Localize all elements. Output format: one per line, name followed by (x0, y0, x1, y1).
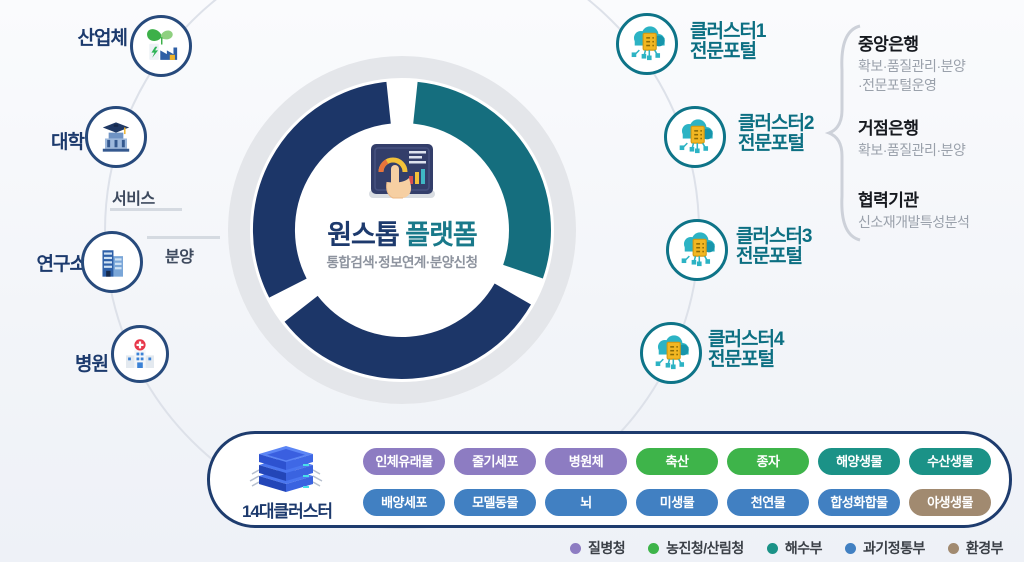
cluster-pill: 해양생물 (818, 448, 900, 475)
cluster1-node (616, 13, 678, 75)
cluster3-line2: 전문포털 (736, 246, 803, 267)
partner-desc: ·전문포털운영 (858, 77, 937, 93)
legend-item: 해수부 (766, 538, 823, 558)
brace-icon (824, 24, 861, 242)
ring-segment-left-navy (253, 81, 392, 298)
hospital-icon (126, 339, 154, 368)
cluster3-node (666, 219, 728, 281)
platform-title-secondary: 플랫폼 (405, 220, 478, 250)
platform-subtitle: 통합검색·정보연계·분양신청 (326, 255, 478, 270)
legend-item: 환경부 (947, 538, 1004, 558)
legend-label: 환경부 (965, 540, 1004, 556)
flow-label-allocation: 분양 (165, 249, 194, 266)
legend-dot-icon (570, 542, 581, 554)
legend-item: 농진청/산림청 (648, 538, 744, 558)
cluster-pill: 인체유래물 (363, 448, 445, 475)
cluster-pill: 합성화합물 (818, 489, 900, 516)
ring-segment-teal (412, 81, 551, 279)
legend-dot-icon (947, 542, 959, 554)
legend-dot-icon (766, 542, 778, 554)
cloud-server-icon (655, 335, 689, 370)
cluster-pill: 종자 (727, 448, 809, 475)
university-node (85, 106, 147, 168)
ring-segment-bottom-navy (284, 283, 531, 379)
cluster-panel-title: 14대클러스터 (241, 502, 333, 521)
partner-desc: 확보·품질관리·분양 (858, 142, 966, 158)
legend-label: 질병청 (588, 540, 626, 556)
cluster-pill: 뇌 (545, 489, 627, 516)
cluster2-node (664, 106, 726, 168)
flow-line-allocation (147, 236, 220, 239)
research-institute-icon (102, 250, 123, 277)
legend-item: 과기정통부 (844, 538, 925, 558)
cluster2-line2: 전문포털 (738, 133, 805, 154)
cluster4-label: 클러스터4 전문포털 (708, 330, 784, 370)
cluster-pill: 수산생물 (909, 448, 991, 475)
cluster1-label: 클러스터1 전문포털 (690, 22, 766, 62)
cluster3-line1: 클러스터3 (736, 226, 812, 247)
cluster-pill: 야생생물 (909, 489, 991, 516)
university-icon (102, 122, 130, 152)
partner-title-cooperating-org: 협력기관 (858, 191, 919, 210)
cluster3-label: 클러스터3 전문포털 (736, 227, 812, 267)
legend-label: 과기정통부 (862, 540, 925, 556)
legend-dot-icon (648, 542, 660, 554)
cluster1-line1: 클러스터1 (690, 21, 766, 42)
cluster4-node (640, 322, 702, 384)
legend-label: 농진청/산림청 (666, 540, 744, 556)
server-stack-icon (249, 446, 323, 492)
cluster-pill: 모델동물 (454, 489, 536, 516)
cluster1-line2: 전문포털 (690, 41, 757, 62)
cluster-pill: 미생물 (636, 489, 718, 516)
touch-dashboard-icon (369, 144, 435, 199)
entity-label-university: 대학 (51, 132, 85, 153)
cluster4-line2: 전문포털 (708, 349, 775, 370)
platform-title-primary: 원스톱 (327, 220, 400, 250)
cluster-pill: 축산 (636, 448, 718, 475)
ministry-legend: 질병청 농진청/산림청 해수부 과기정통부 환경부 (570, 538, 1004, 558)
entity-label-research: 연구소 (36, 254, 87, 275)
partner-desc: 확보·품질관리·분양 (858, 58, 966, 74)
cluster-pill: 천연물 (727, 489, 809, 516)
pointing-hand-icon (386, 165, 412, 199)
background-bottom-strip (0, 562, 1024, 580)
cluster2-label: 클러스터2 전문포털 (738, 114, 814, 154)
flow-line-service (110, 208, 182, 211)
cluster-pill: 줄기세포 (454, 448, 536, 475)
platform-title: 원스톱 플랫폼 (242, 213, 562, 252)
flow-label-service: 서비스 (112, 191, 155, 208)
entity-label-industry: 산업체 (77, 28, 128, 49)
hospital-node (111, 325, 169, 383)
cluster-pill: 배양세포 (363, 489, 445, 516)
cloud-server-icon (679, 119, 713, 154)
partner-title-central-bank: 중앙은행 (858, 35, 919, 54)
legend-label: 해수부 (784, 540, 823, 556)
cloud-server-icon (631, 26, 665, 61)
cluster4-line1: 클러스터4 (708, 329, 784, 350)
entity-label-hospital: 병원 (75, 354, 109, 375)
cluster2-line1: 클러스터2 (738, 113, 814, 134)
research-node (81, 231, 143, 293)
platform-ring-chart (228, 56, 576, 404)
industry-node (130, 15, 192, 77)
partner-desc: 신소재개발특성분석 (858, 214, 970, 230)
partner-title-hub-bank: 거점은행 (858, 119, 919, 138)
legend-item: 질병청 (570, 538, 626, 558)
industry-icon (147, 29, 178, 60)
cloud-server-icon (681, 232, 715, 267)
legend-dot-icon (844, 542, 856, 554)
cluster-pill: 병원체 (545, 448, 627, 475)
